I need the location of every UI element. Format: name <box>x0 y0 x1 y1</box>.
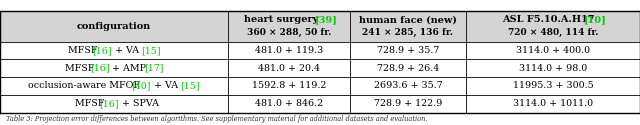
Text: + VA: + VA <box>151 81 181 90</box>
Text: [16]: [16] <box>92 46 112 55</box>
Text: [16]: [16] <box>99 99 119 108</box>
Text: 360 × 288, 50 fr.: 360 × 288, 50 fr. <box>247 28 332 37</box>
Text: 481.0 + 846.2: 481.0 + 846.2 <box>255 99 323 108</box>
Text: Table 3: Projection error differences between algorithms. See supplementary mate: Table 3: Projection error differences be… <box>6 115 428 123</box>
Text: [15]: [15] <box>180 81 200 90</box>
Text: MFSF: MFSF <box>68 46 100 55</box>
Text: + VA: + VA <box>112 46 142 55</box>
Text: 3114.0 + 1011.0: 3114.0 + 1011.0 <box>513 99 593 108</box>
Text: 3114.0 + 400.0: 3114.0 + 400.0 <box>516 46 590 55</box>
Text: configuration: configuration <box>77 22 152 31</box>
Text: MFSF: MFSF <box>65 64 98 73</box>
Text: 728.9 + 35.7: 728.9 + 35.7 <box>377 46 439 55</box>
Text: 481.0 + 20.4: 481.0 + 20.4 <box>259 64 320 73</box>
Text: [15]: [15] <box>141 46 161 55</box>
Text: MFSF: MFSF <box>75 99 108 108</box>
Text: 11995.3 + 300.5: 11995.3 + 300.5 <box>513 81 593 90</box>
Text: [17]: [17] <box>144 64 163 73</box>
Text: 1592.8 + 119.2: 1592.8 + 119.2 <box>252 81 326 90</box>
Text: 728.9 + 122.9: 728.9 + 122.9 <box>374 99 442 108</box>
Text: human face (new): human face (new) <box>359 15 457 24</box>
Text: [39]: [39] <box>314 15 337 24</box>
Text: [16]: [16] <box>90 64 109 73</box>
Text: [40]: [40] <box>131 81 151 90</box>
Text: 3114.0 + 98.0: 3114.0 + 98.0 <box>519 64 587 73</box>
Text: 2693.6 + 35.7: 2693.6 + 35.7 <box>374 81 442 90</box>
Text: + AMP: + AMP <box>109 64 149 73</box>
Bar <box>0 11 640 42</box>
Text: ASL F5.10.A.H17: ASL F5.10.A.H17 <box>502 15 598 24</box>
Text: occlusion-aware MFOF: occlusion-aware MFOF <box>28 81 143 90</box>
Text: heart surgery: heart surgery <box>244 15 321 24</box>
Text: 241 × 285, 136 fr.: 241 × 285, 136 fr. <box>362 28 454 37</box>
Text: 728.9 + 26.4: 728.9 + 26.4 <box>377 64 439 73</box>
Text: [10]: [10] <box>583 15 606 24</box>
Text: + SPVA: + SPVA <box>119 99 159 108</box>
Text: 720 × 480, 114 fr.: 720 × 480, 114 fr. <box>508 28 598 37</box>
Text: 481.0 + 119.3: 481.0 + 119.3 <box>255 46 323 55</box>
